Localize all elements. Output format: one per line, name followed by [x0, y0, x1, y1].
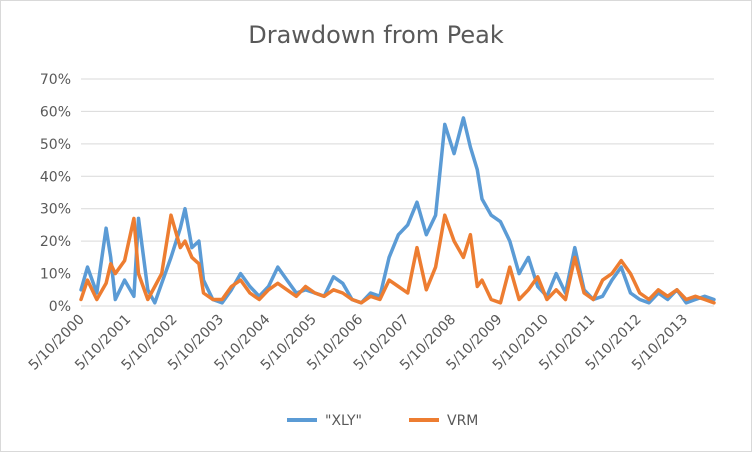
- y-tick-label: 0%: [49, 299, 71, 315]
- y-tick-label: 60%: [40, 104, 71, 120]
- y-tick-label: 30%: [40, 202, 71, 218]
- y-tick-label: 50%: [40, 137, 71, 153]
- y-tick-label: 20%: [40, 234, 71, 250]
- chart-title: Drawdown from Peak: [248, 21, 504, 49]
- series-line-vrm: [79, 213, 716, 305]
- y-tick-label: 70%: [40, 72, 71, 88]
- y-tick-label: 40%: [40, 169, 71, 185]
- legend-label-xly: "XLY": [325, 413, 362, 429]
- y-tick-label: 10%: [40, 267, 71, 283]
- series-line-xly: [79, 116, 716, 305]
- legend-label-vrm: VRM: [447, 413, 478, 429]
